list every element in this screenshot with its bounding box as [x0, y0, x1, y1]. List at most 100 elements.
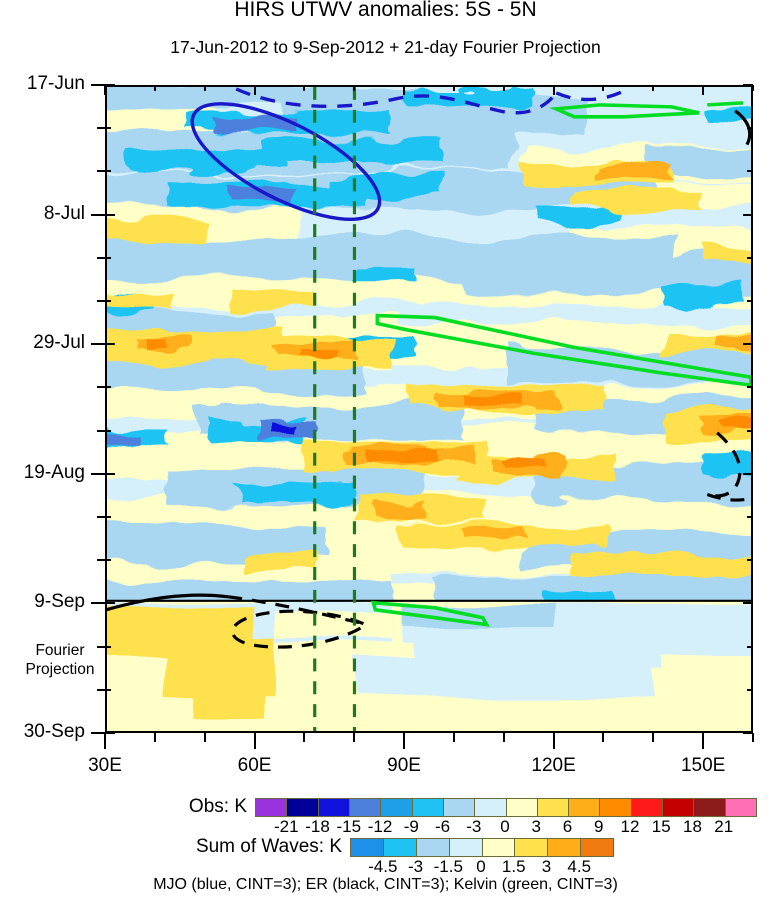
fourier-projection-note: Fourier Projection [14, 641, 106, 679]
colorbar-obs: Obs: K -21 -18 -15 -12 -9 -6 -3 0 3 6 9 12 15 18 21 [0, 795, 771, 839]
colorbar-obs-ticks: -21 -18 -15 -12 -9 -6 -3 0 3 6 9 12 15 18 21 [255, 817, 755, 839]
colorbar-swatch [537, 799, 570, 816]
colorbar-tick-label: 18 [683, 817, 702, 836]
y-axis-label: 29-Jul [33, 332, 85, 354]
y-axis-major-tick [91, 602, 105, 605]
y-axis-major-tick-inner [105, 732, 115, 734]
colorbar-swatch [548, 839, 582, 856]
y-axis-major-tick-inner [105, 343, 115, 346]
colorbar-swatch [349, 799, 382, 816]
colorbar-tick-label: -15 [336, 817, 362, 836]
y-axis-major-tick [91, 84, 105, 86]
colorbar-swatch [581, 839, 613, 856]
x-axis-label: 60E [237, 755, 272, 776]
colorbar-swatch [482, 839, 516, 856]
y-axis-major-tick-right [743, 472, 753, 475]
x-axis-label: 120E [531, 755, 576, 776]
y-axis-minor-tick [97, 516, 105, 518]
y-axis-major-tick-inner [105, 472, 115, 475]
x-axis-major-tick-top [702, 85, 705, 95]
y-axis-minor-tick-right [747, 170, 753, 173]
colorbar-tick-label: -1.5 [433, 857, 463, 876]
x-axis-minor-tick [353, 733, 356, 742]
y-axis-label: 19-Aug [23, 461, 85, 483]
colorbar-tick-label: -3 [466, 817, 482, 836]
colorbar-tick-label: 21 [714, 817, 734, 836]
x-axis-major-tick [552, 733, 555, 749]
colorbar-obs-swatches [255, 798, 757, 817]
page-subtitle: 17-Jun-2012 to 9-Sep-2012 + 21-day Fouri… [170, 37, 601, 57]
x-axis-minor-tick [452, 733, 455, 742]
colorbar-tick-label: 1.5 [501, 857, 526, 876]
y-axis-minor-tick-inner [105, 256, 111, 259]
kelvin-contours [370, 101, 751, 627]
colorbar-swatch [631, 799, 664, 816]
colorbar-swatch [515, 839, 549, 856]
y-axis-minor-tick-right [747, 300, 753, 302]
colorbar-swatch [694, 799, 726, 816]
y-axis-minor-tick-inner [105, 300, 111, 302]
x-axis-major-tick [702, 733, 705, 749]
x-axis-minor-tick-top [502, 85, 505, 91]
er-contours [107, 109, 751, 649]
x-axis-minor-tick [153, 733, 156, 742]
x-axis-minor-tick-top [652, 85, 655, 91]
colorbar-swatch [351, 839, 384, 856]
colorbar-tick-label: -4.5 [368, 857, 398, 876]
colorbar-swatch [256, 799, 288, 816]
colorbar-tick-label: 3 [541, 857, 552, 876]
y-axis-minor-tick-inner [105, 516, 111, 518]
y-axis-minor-tick-right [747, 645, 753, 648]
y-axis-major-tick [91, 732, 105, 734]
colorbar-tick-label: -9 [403, 817, 419, 836]
colorbar-swatch [449, 839, 483, 856]
y-axis-minor-tick-right [747, 127, 753, 130]
x-axis-minor-tick [602, 733, 605, 742]
y-axis-minor-tick-inner [105, 688, 111, 691]
y-axis-label: 8-Jul [43, 202, 85, 224]
colorbar-tick-label: -18 [305, 817, 330, 836]
colorbar-tick-label: -21 [273, 817, 299, 836]
x-axis-major-tick [104, 733, 106, 749]
y-axis-major-tick-right [743, 343, 753, 346]
page-title: HIRS UTWV anomalies: 5S - 5N [234, 0, 537, 21]
colorbar-obs-label: Obs: K [188, 795, 247, 817]
y-axis-minor-tick [97, 688, 105, 691]
x-axis-label: 90E [387, 755, 421, 776]
y-axis-major-tick-inner [105, 84, 115, 86]
x-axis-major-tick-top [403, 85, 406, 95]
colorbar-tick-label: 12 [620, 817, 640, 836]
y-axis-minor-tick [97, 170, 105, 173]
y-axis-major-tick-right [743, 732, 753, 734]
x-axis-minor-tick-top [602, 85, 605, 91]
y-axis-major-tick-right [743, 84, 753, 86]
colorbar-sum-of-waves-swatches [350, 838, 614, 857]
colorbar-tick-label: -3 [407, 857, 424, 876]
x-axis-major-tick-top [104, 85, 106, 95]
y-axis-major-tick-right [743, 602, 753, 605]
fourier-note-line2: Projection [25, 660, 95, 678]
colorbar-tick-label: 4.5 [567, 857, 592, 876]
colorbar-sum-of-waves-ticks: -4.5 -3 -1.5 0 1.5 3 4.5 [350, 857, 612, 879]
colorbar-swatch [381, 799, 413, 816]
colorbar-tick-label: -6 [434, 817, 451, 836]
colorbar-swatch [663, 799, 695, 816]
colorbar-swatch [416, 839, 450, 856]
y-axis-minor-tick [97, 429, 105, 432]
x-axis-minor-tick-top [353, 85, 356, 91]
y-axis-label: 9-Sep [34, 591, 85, 613]
x-axis-major-tick-top [552, 85, 555, 95]
y-axis-minor-tick [97, 300, 105, 302]
colorbar-swatch [725, 799, 756, 816]
x-axis-minor-tick-top [203, 85, 206, 91]
colorbar-swatch [287, 799, 319, 816]
colorbar-swatch [569, 799, 601, 816]
x-axis-minor-tick [502, 733, 505, 742]
colorbar-swatch [475, 799, 507, 816]
y-axis-major-tick-inner [105, 602, 115, 605]
y-axis-major-tick-right [743, 213, 753, 216]
x-axis-major-tick [403, 733, 406, 749]
x-axis-major-tick-top [253, 85, 256, 95]
x-axis-minor-tick [203, 733, 206, 742]
y-axis-minor-tick [97, 386, 105, 389]
